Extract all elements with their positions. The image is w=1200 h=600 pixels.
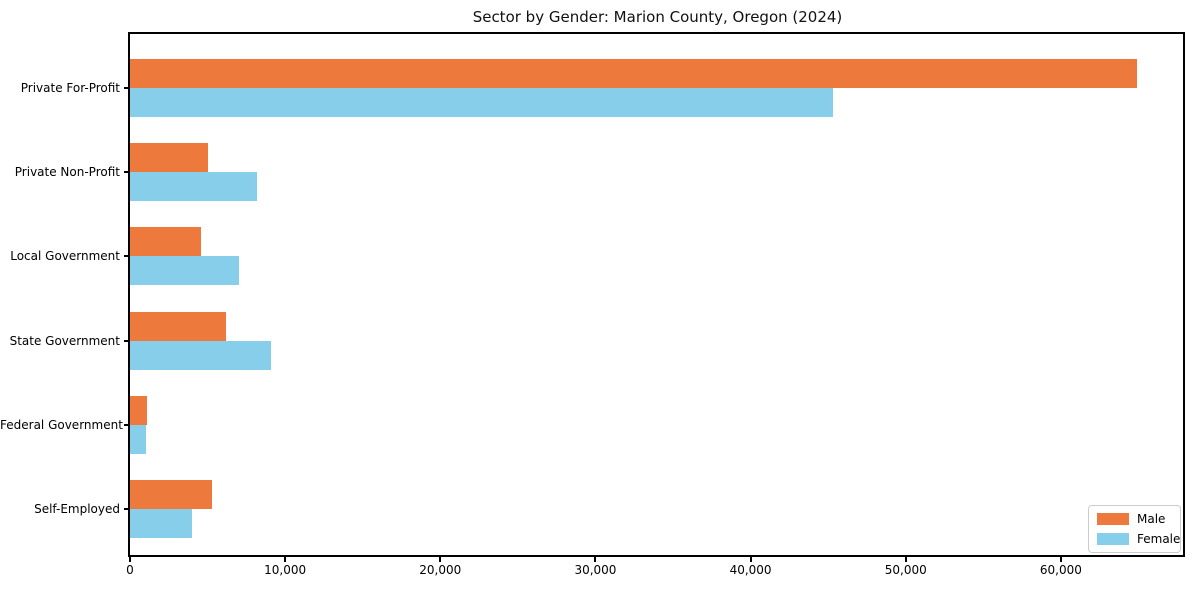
- y-tick-mark: [124, 87, 130, 89]
- legend-entry-female: Female: [1097, 532, 1180, 546]
- y-tick-label-self-employed: Self-Employed: [34, 502, 120, 516]
- x-tick-label-30-000: 30,000: [574, 563, 617, 577]
- bar-female-private-non-profit: [130, 172, 258, 202]
- x-tick-label-40-000: 40,000: [729, 563, 772, 577]
- y-tick-label-local-government: Local Government: [10, 249, 120, 264]
- bar-female-self-employed: [130, 509, 193, 538]
- y-tick-mark: [124, 171, 130, 174]
- y-tick-mark: [124, 255, 130, 258]
- plot-border: [128, 32, 1185, 557]
- x-tick-mark: [1059, 557, 1062, 562]
- x-tick-mark: [749, 557, 752, 562]
- plot-area: [130, 34, 1185, 557]
- x-tick-label-20-000: 20,000: [419, 563, 462, 577]
- x-tick-mark: [129, 557, 131, 562]
- bar-male-private-non-profit: [130, 143, 208, 173]
- y-tick-label-state-government: State Government: [9, 333, 120, 348]
- x-tick-label-60-000: 60,000: [1039, 563, 1082, 577]
- chart-title: Sector by Gender: Marion County, Oregon …: [472, 8, 843, 26]
- legend-label-male: Male: [1137, 512, 1166, 526]
- legend-swatch-male: [1097, 513, 1129, 525]
- bar-female-federal-government: [130, 424, 146, 454]
- y-tick-label-private-non-profit: Private Non-Profit: [14, 165, 120, 180]
- bar-male-self-employed: [130, 480, 213, 509]
- x-tick-mark: [439, 557, 442, 562]
- y-tick-mark: [124, 508, 130, 510]
- bar-male-local-government: [130, 227, 202, 257]
- x-tick-label-50-000: 50,000: [884, 563, 927, 577]
- x-tick-mark: [904, 557, 907, 562]
- x-tick-label-10-000: 10,000: [264, 563, 307, 577]
- legend-label-female: Female: [1137, 532, 1181, 546]
- bar-female-state-government: [130, 340, 272, 370]
- y-tick-label-federal-government: Federal Government: [0, 417, 123, 432]
- bar-male-federal-government: [130, 395, 148, 425]
- bar-male-private-for-profit: [130, 59, 1137, 88]
- x-tick-mark: [594, 557, 597, 562]
- y-tick-mark: [124, 423, 130, 426]
- bar-female-local-government: [130, 256, 239, 286]
- legend: Male Female: [1088, 505, 1181, 553]
- y-tick-label-private-for-profit: Private For-Profit: [20, 81, 120, 95]
- x-tick-label-0: 0: [126, 563, 134, 577]
- bar-female-private-for-profit: [130, 88, 833, 117]
- legend-swatch-female: [1097, 533, 1129, 545]
- bar-male-state-government: [130, 311, 227, 341]
- x-tick-mark: [284, 557, 287, 562]
- y-tick-mark: [124, 339, 130, 342]
- legend-entry-male: Male: [1097, 512, 1172, 526]
